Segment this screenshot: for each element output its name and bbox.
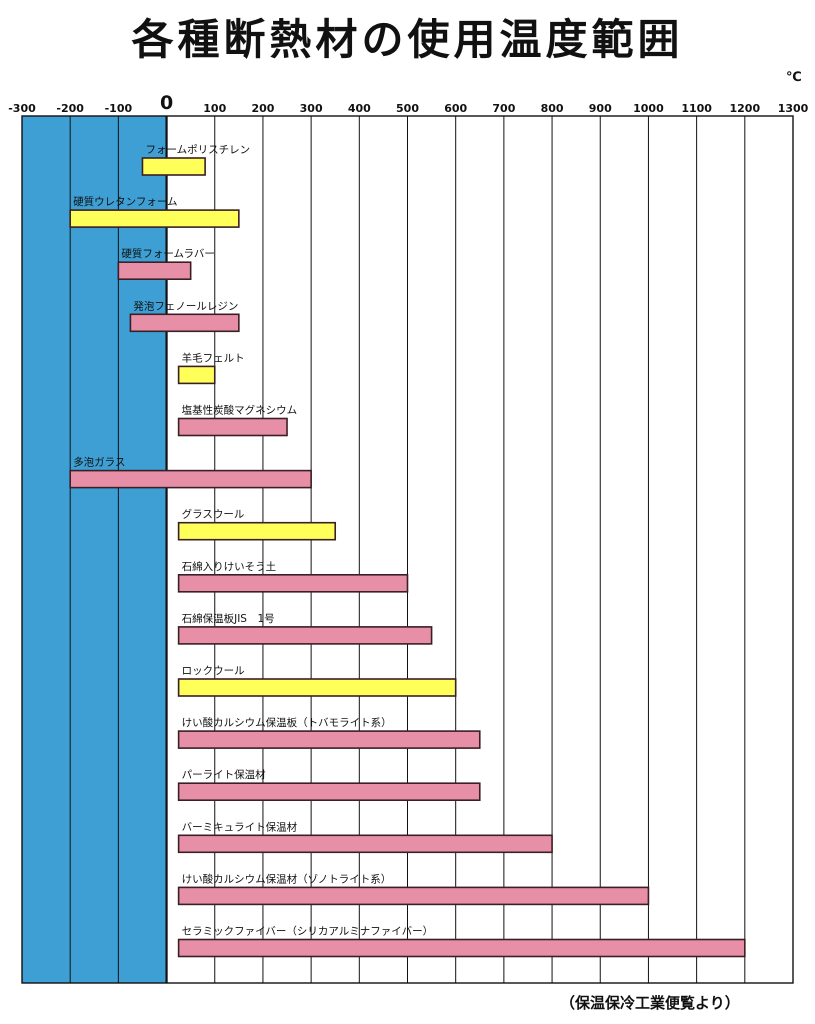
bar-label: 硬質フォームラバー [121, 247, 215, 260]
unit-label: ℃ [786, 70, 802, 85]
x-tick-label: 100 [203, 102, 226, 115]
bar-label: 羊毛フェルト [182, 351, 245, 364]
x-tick-label: 400 [348, 102, 371, 115]
x-tick-label: 0 [160, 92, 173, 114]
x-tick-label: 300 [300, 102, 323, 115]
x-tick-label: 900 [589, 102, 612, 115]
range-bar [177, 782, 481, 802]
x-tick-label: -100 [105, 102, 133, 115]
range-bar [177, 365, 216, 385]
range-bar [117, 261, 192, 281]
bar-label: 発泡フェノールレジン [133, 299, 238, 312]
range-bar [177, 730, 481, 749]
range-bar [129, 313, 240, 333]
range-bar [69, 209, 240, 228]
range-bar [177, 834, 553, 854]
x-tick-label: 500 [396, 102, 419, 115]
range-bar [177, 938, 746, 958]
range-bar [177, 626, 433, 645]
bar-label: 硬質ウレタンフォーム [73, 195, 177, 208]
range-bar [177, 573, 409, 593]
bar-label: ロックウール [182, 665, 245, 677]
bar-label: バーミキュライト保温材 [182, 820, 298, 833]
bar-label: セラミックファイバー（シリカアルミナファイバー） [182, 926, 433, 938]
range-bar [177, 886, 650, 906]
x-tick-label: 700 [492, 102, 515, 115]
bar-layer: フォームポリスチレン硬質ウレタンフォーム硬質フォームラバー発泡フェノールレジン羊… [69, 144, 746, 958]
x-tick-label: 1200 [730, 102, 761, 115]
bar-label: けい酸カルシウム保温板（トバモライト系） [182, 716, 392, 729]
range-bar [177, 417, 288, 437]
shaded-region-layer [22, 116, 167, 983]
range-bar [141, 157, 206, 176]
range-bar [177, 521, 337, 541]
bar-label: 石綿入りけいそう土 [182, 560, 277, 573]
bar-label: パーライト保温材 [182, 768, 266, 781]
range-bar [69, 469, 312, 489]
range-bar [177, 678, 457, 697]
bar-label: グラスウール [182, 508, 245, 521]
x-tick-label: 1300 [778, 102, 809, 115]
x-tick-label: -300 [8, 102, 36, 115]
frame-layer [21, 115, 794, 984]
x-tick-label: 600 [444, 102, 467, 115]
source-note: （保温保冷工業便覧より） [560, 994, 740, 1012]
plot-frame [21, 115, 794, 984]
x-tick-label: 1000 [633, 102, 664, 115]
bar-label: フォームポリスチレン [145, 144, 250, 156]
bar-label: けい酸カルシウム保温材（ゾノトライト系） [182, 872, 392, 885]
x-tick-label: -200 [56, 102, 84, 115]
chart-title: 各種断熱材の使用温度範囲 [131, 15, 684, 64]
shaded-region [22, 116, 167, 983]
bar-label: 石綿保温板JIS 1号 [182, 612, 275, 625]
bar-label: 塩基性炭酸マグネシウム [182, 404, 298, 417]
x-tick-label: 200 [251, 102, 274, 115]
x-tick-label: 800 [541, 102, 564, 115]
tick-label-layer: -300 -200 -100 0 100 200 300 400 500 600 700 800 900… [8, 92, 808, 115]
x-tick-label: 1100 [681, 102, 712, 115]
bar-label: 多泡ガラス [73, 456, 125, 469]
